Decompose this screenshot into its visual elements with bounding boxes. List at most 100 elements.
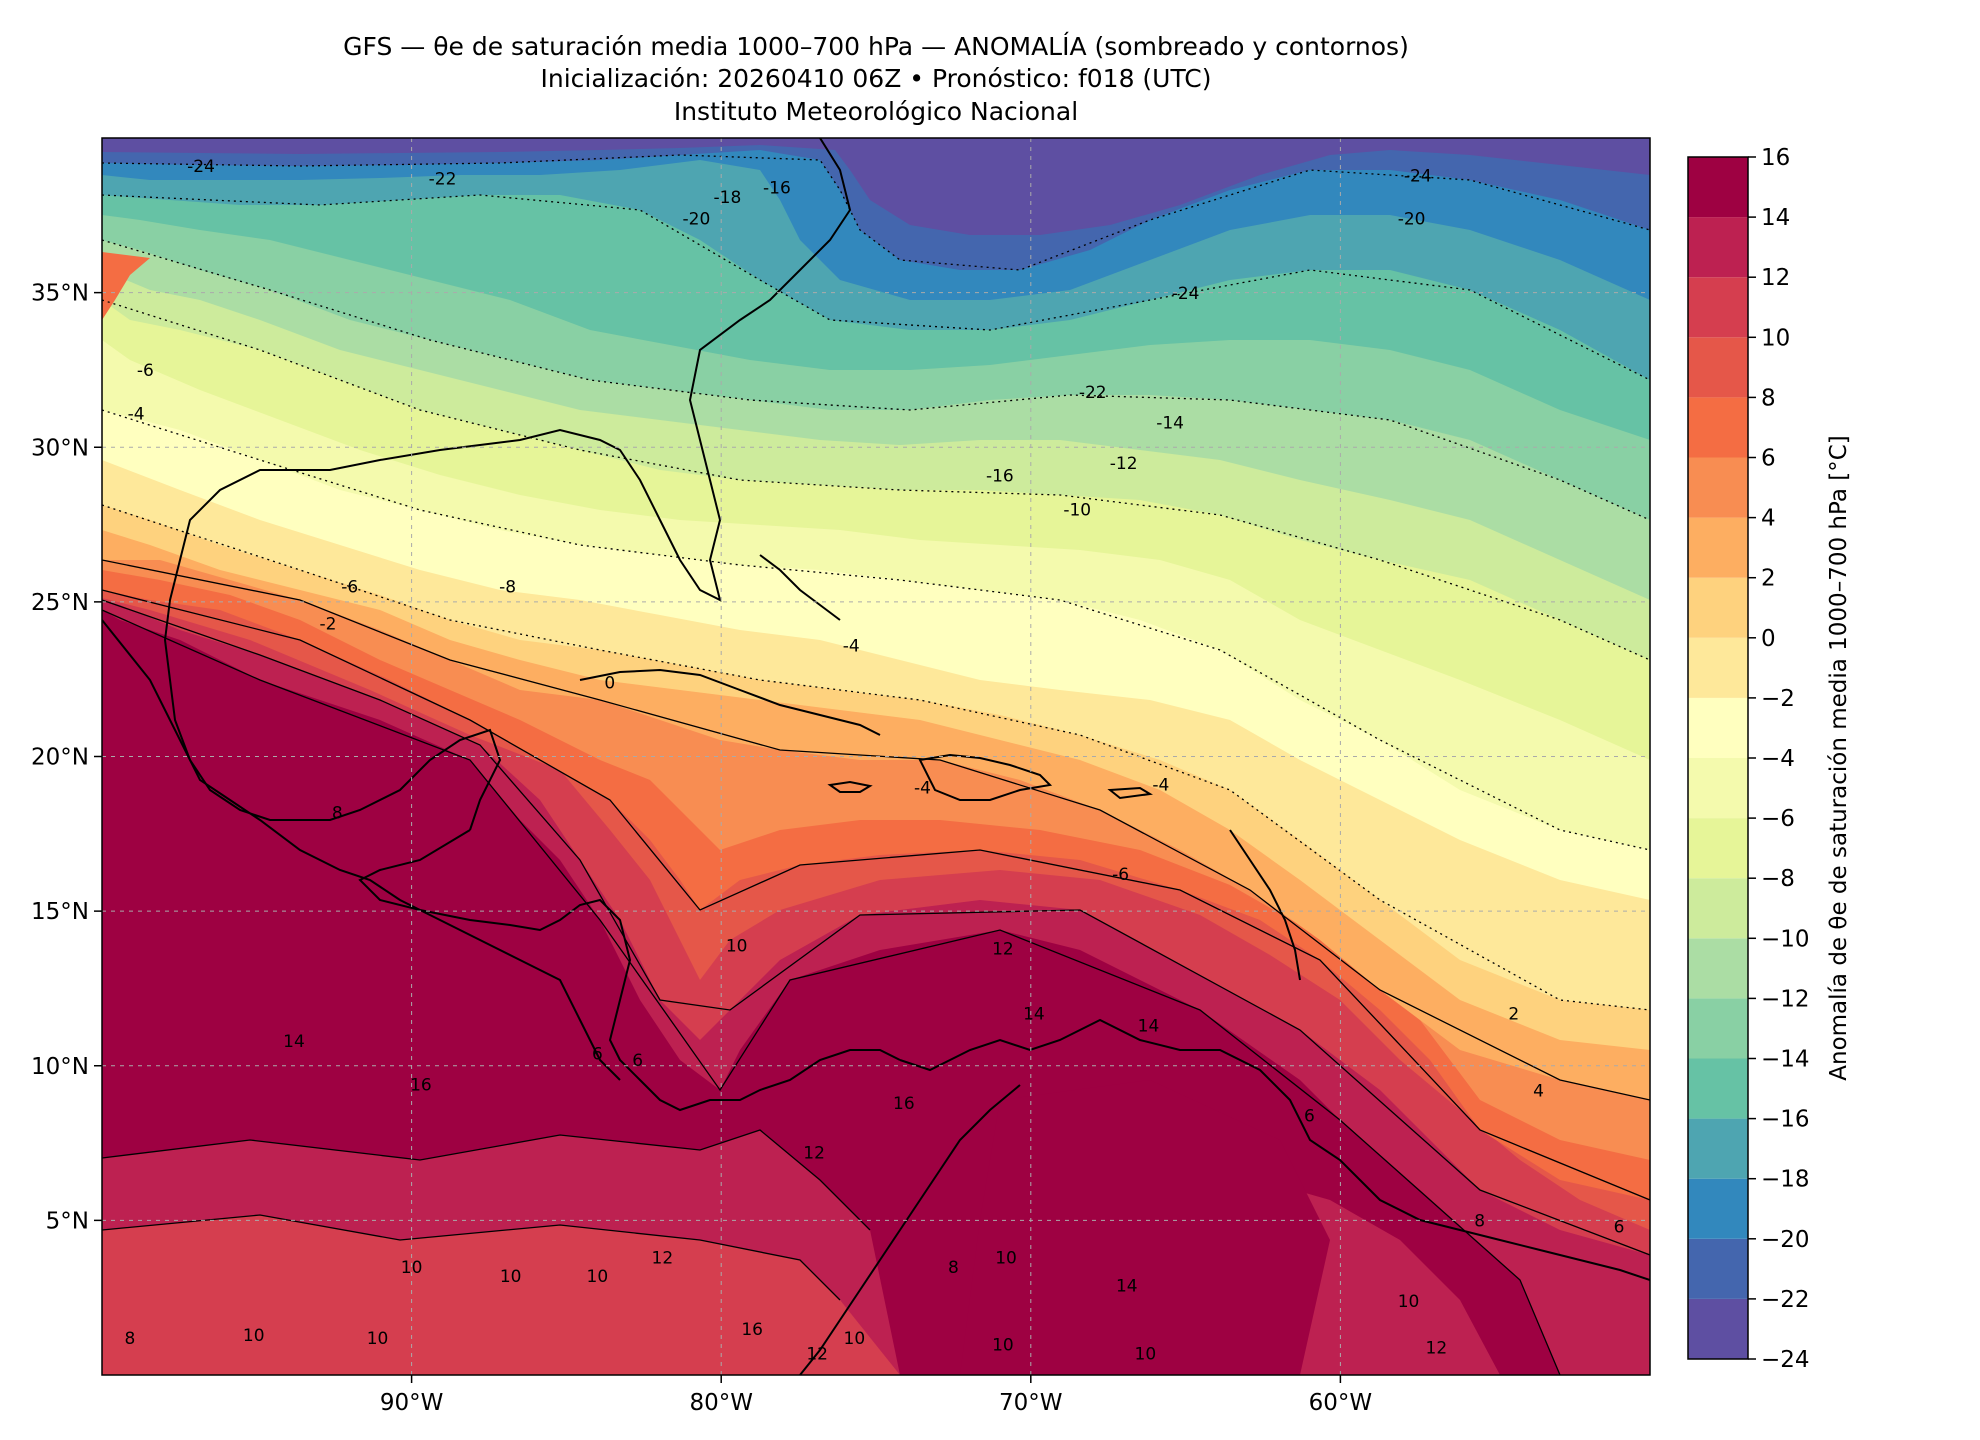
coastline-lesser-antilles bbox=[1229, 829, 1301, 981]
contour-label: 6 bbox=[632, 1051, 643, 1071]
lon-tick-label: 60°W bbox=[1309, 1390, 1373, 1416]
lat-tick-label: 35°N bbox=[31, 281, 89, 307]
contour-label: -20 bbox=[683, 210, 711, 230]
contour-label: 10 bbox=[726, 936, 748, 956]
gridlines bbox=[102, 138, 1650, 1375]
colorbar-tick-label: −10 bbox=[1761, 926, 1810, 952]
contour-label: -6 bbox=[341, 578, 358, 598]
band-14-16-south bbox=[960, 1080, 1330, 1375]
colorbar-tick-label: −20 bbox=[1761, 1227, 1810, 1253]
contour-label: 14 bbox=[283, 1032, 305, 1052]
colorbar-tick-label: 6 bbox=[1761, 446, 1776, 472]
coastline-cuba bbox=[579, 668, 881, 736]
colorbar-segment bbox=[1688, 818, 1748, 879]
colorbar-tick-label: 10 bbox=[1761, 325, 1790, 351]
contour-label: 12 bbox=[803, 1144, 825, 1164]
contour-label: 0 bbox=[604, 673, 615, 693]
lon-tick-label: 70°W bbox=[999, 1390, 1063, 1416]
contour-neg2 bbox=[102, 504, 1650, 1011]
contour-label: -2 bbox=[320, 615, 337, 635]
lat-tick-label: 30°N bbox=[31, 435, 89, 461]
colorbar-segment bbox=[1688, 277, 1748, 338]
contour-label: 12 bbox=[992, 939, 1014, 959]
colorbar-segment bbox=[1688, 337, 1748, 398]
colorbar-segment bbox=[1688, 878, 1748, 939]
colorbar-tick-label: −12 bbox=[1761, 986, 1810, 1012]
lat-tick-label: 10°N bbox=[31, 1054, 89, 1080]
coastlines bbox=[102, 138, 1650, 1375]
contour-label: -20 bbox=[1398, 210, 1426, 230]
colorbar-segment bbox=[1688, 1058, 1748, 1119]
coastline-bahamas bbox=[759, 554, 841, 621]
contour-label: 8 bbox=[948, 1258, 959, 1278]
contour-label: -24 bbox=[1404, 166, 1432, 186]
title-line-1: GFS — θe de saturación media 1000–700 hP… bbox=[343, 32, 1409, 61]
warm-pocket-nw bbox=[102, 252, 150, 320]
colorbar-segment bbox=[1688, 697, 1748, 758]
colorbar-tick-label: −8 bbox=[1761, 866, 1795, 892]
contour-label: 10 bbox=[243, 1326, 265, 1346]
colorbar-segment bbox=[1688, 1238, 1748, 1299]
contour-label: -10 bbox=[1063, 500, 1091, 520]
coastline-central-america bbox=[358, 829, 901, 1112]
colorbar-tick-label: −22 bbox=[1761, 1287, 1810, 1313]
coastline-us-east bbox=[163, 138, 852, 831]
contour-label: -14 bbox=[1156, 414, 1184, 434]
contour-label: 14 bbox=[1023, 1004, 1045, 1024]
colorbar-segment bbox=[1688, 577, 1748, 638]
contour-2 bbox=[102, 559, 1650, 1101]
contour-label: 16 bbox=[410, 1075, 432, 1095]
colorbar-segment bbox=[1688, 938, 1748, 999]
contour-neg10 bbox=[102, 299, 1650, 661]
contour-label: 14 bbox=[1138, 1017, 1160, 1037]
contour-label: 8 bbox=[332, 803, 343, 823]
contour-label: 10 bbox=[500, 1267, 522, 1287]
colorbar-tick-label: 8 bbox=[1761, 385, 1776, 411]
colorbar-tick-label: −2 bbox=[1761, 686, 1795, 712]
coastline-jamaica bbox=[827, 780, 873, 793]
contour-label: 10 bbox=[995, 1249, 1017, 1269]
contour-label: 12 bbox=[806, 1345, 828, 1365]
colorbar-segment bbox=[1688, 998, 1748, 1059]
contour-label: 12 bbox=[652, 1249, 674, 1269]
coastline-sa-pacific bbox=[799, 1084, 1021, 1375]
contour-label: -6 bbox=[1112, 865, 1129, 885]
contour-6 bbox=[102, 589, 1650, 1201]
anomaly-contours bbox=[102, 154, 1650, 1375]
colorbar: 16 14 12 10 8 6 4 2 0 −2 −4 −6 −8 −10 −12 −14 −16 −18 −20 −… bbox=[1687, 145, 1852, 1373]
colorbar-tick-label: 2 bbox=[1761, 566, 1776, 592]
colorbar-tick-label: −24 bbox=[1761, 1347, 1810, 1373]
lat-tick-label: 25°N bbox=[31, 590, 89, 616]
contour-neg22 bbox=[102, 154, 1650, 271]
contour-neg18 bbox=[102, 194, 1650, 381]
colorbar-segment bbox=[1688, 517, 1748, 578]
lon-tick-label: 80°W bbox=[689, 1390, 753, 1416]
contour-label: -24 bbox=[187, 157, 215, 177]
contour-label: 10 bbox=[1135, 1345, 1157, 1365]
contour-label: -4 bbox=[843, 636, 860, 656]
contour-label: 2 bbox=[1508, 1004, 1519, 1024]
colorbar-tick-label: −18 bbox=[1761, 1167, 1810, 1193]
contour-label: 16 bbox=[893, 1094, 915, 1114]
contour-label: -4 bbox=[128, 404, 145, 424]
contour-label: 6 bbox=[1614, 1218, 1625, 1238]
contour-12-south bbox=[102, 1129, 871, 1231]
lat-tick-label: 5°N bbox=[46, 1208, 89, 1234]
contour-label: -8 bbox=[499, 578, 516, 598]
contour-label: 10 bbox=[992, 1335, 1014, 1355]
colorbar-tick-label: −6 bbox=[1761, 806, 1795, 832]
colorbar-segment bbox=[1688, 1118, 1748, 1179]
contour-label: 12 bbox=[1426, 1338, 1448, 1358]
contour-label: 8 bbox=[1474, 1212, 1485, 1232]
colorbar-segment bbox=[1688, 1178, 1748, 1239]
colorbar-tick-label: 16 bbox=[1761, 145, 1790, 171]
contour-label: -16 bbox=[763, 179, 791, 199]
colorbar-tick-label: 14 bbox=[1761, 205, 1790, 231]
colorbar-segment bbox=[1688, 457, 1748, 518]
contour-neg6 bbox=[102, 409, 1650, 851]
band-neg22-above bbox=[102, 138, 1650, 235]
contour-label: 8 bbox=[124, 1329, 135, 1349]
colorbar-segments bbox=[1688, 157, 1748, 1359]
map-axis-ticks: 90°W 80°W 70°W 60°W 35°N 30°N 25°N 20°N 15°N 10°N… bbox=[31, 281, 1372, 1416]
contour-label: 14 bbox=[1116, 1277, 1138, 1297]
